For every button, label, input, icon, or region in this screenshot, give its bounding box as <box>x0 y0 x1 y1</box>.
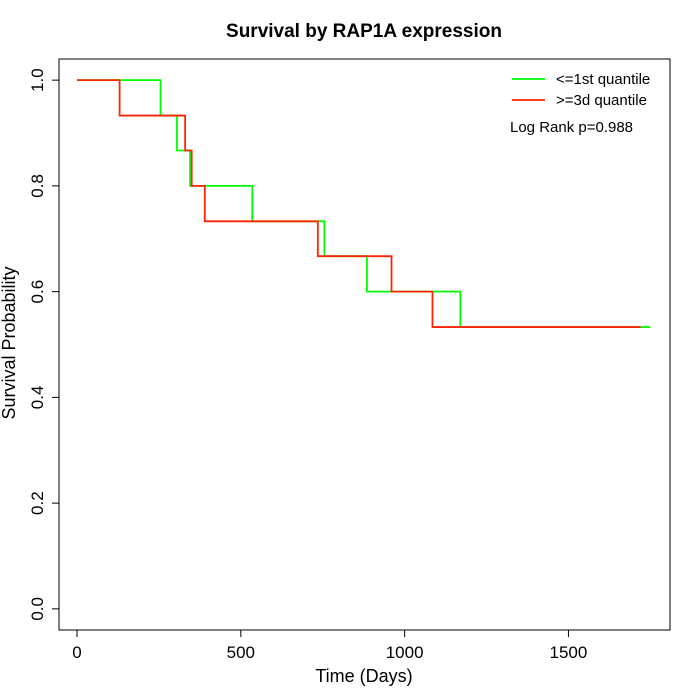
y-tick-label: 0.6 <box>28 280 47 304</box>
legend: <=1st quantile >=3d quantile <box>512 71 650 109</box>
x-axis-label: Time (Days) <box>315 666 412 686</box>
series-layer <box>77 79 651 328</box>
y-tick-label: 0.4 <box>28 386 47 410</box>
y-tick-label: 0.0 <box>28 597 47 621</box>
chart-title: Survival by RAP1A expression <box>226 21 502 42</box>
legend-entry-label: >=3d quantile <box>556 92 647 109</box>
y-tick-label: 0.8 <box>28 174 47 198</box>
x-tick-label: 1500 <box>550 643 588 662</box>
y-axis-label: Survival Probability <box>0 266 19 419</box>
x-tick-label: 500 <box>227 643 255 662</box>
x-tick-label: 0 <box>72 643 81 662</box>
x-axis: 0 500 1000 1500 <box>72 629 588 662</box>
y-tick-label: 1.0 <box>28 68 47 92</box>
legend-entry-label: <=1st quantile <box>556 71 650 88</box>
x-tick-label: 1000 <box>386 643 424 662</box>
y-axis: 0.0 0.2 0.4 0.6 0.8 1.0 <box>28 68 60 621</box>
y-tick-label: 0.2 <box>28 491 47 515</box>
log-rank-annotation: Log Rank p=0.988 <box>510 119 633 136</box>
series-line-high-quantile <box>77 79 641 328</box>
